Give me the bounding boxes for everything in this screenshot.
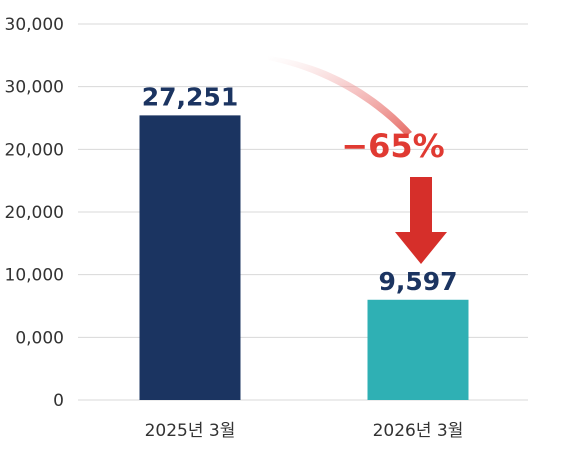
y-axis-ticks: 0 0,000 10,000 20,000 20,000 30,000 30,000 [5,15,64,411]
trend-swoosh-decoration [268,56,412,136]
x-category-label: 2025년 3월 [145,421,236,441]
change-annotation: −65% [341,127,444,165]
x-axis-labels: 2025년 3월 2026년 3월 [145,421,464,441]
y-tick-label: 30,000 [5,78,64,98]
down-arrow-icon [395,177,447,264]
bars [139,115,469,400]
bar-value-label: 27,251 [142,82,238,111]
y-tick-label: 20,000 [5,140,64,160]
x-category-label: 2026년 3월 [373,421,464,441]
y-tick-label: 20,000 [5,203,64,223]
y-tick-label: 10,000 [5,266,64,286]
bar [139,115,241,400]
value-labels: 27,251 9,597 [142,82,458,295]
y-tick-label: 0 [53,391,64,411]
bar-value-label: 9,597 [378,267,457,296]
y-tick-label: 0,000 [15,328,64,348]
y-tick-label: 30,000 [5,15,64,35]
bar [367,299,469,400]
